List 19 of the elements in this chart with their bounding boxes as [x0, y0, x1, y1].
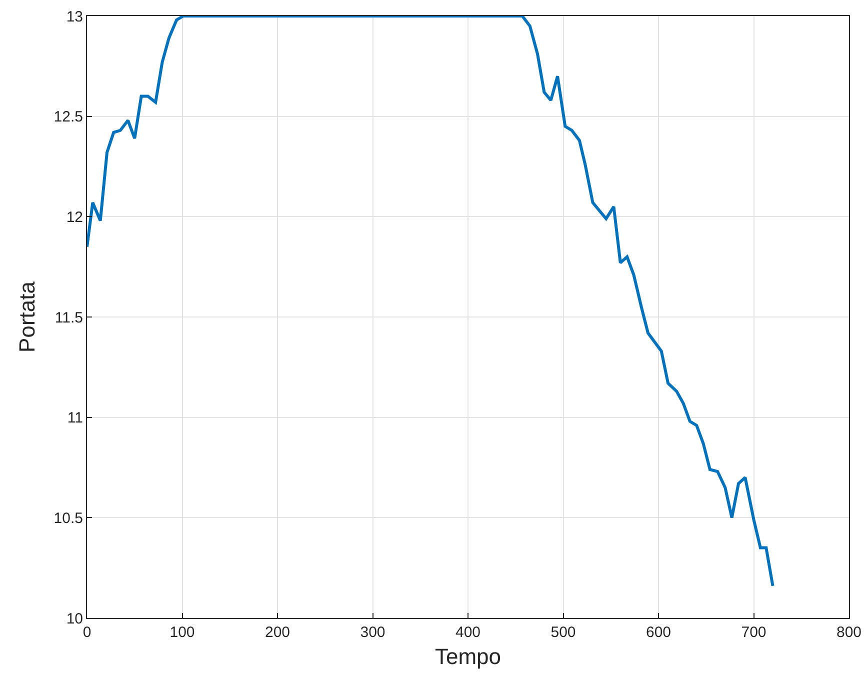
- x-tick-label: 700: [741, 624, 766, 641]
- y-tick-label: 12: [66, 208, 83, 226]
- x-tick-label: 800: [836, 624, 862, 641]
- y-tick-label: 12.5: [54, 108, 83, 126]
- y-axis-title: Portata: [14, 280, 40, 352]
- y-tick-label: 13: [66, 8, 83, 26]
- line-series: [87, 16, 774, 588]
- x-tick-label: 500: [550, 624, 576, 641]
- y-tick-label: 11: [67, 410, 83, 427]
- y-tick-label: 10: [66, 610, 83, 628]
- x-tick-label: 300: [360, 624, 386, 641]
- y-tick-label: 10.5: [54, 510, 83, 527]
- x-tick-label: 600: [646, 624, 672, 641]
- x-tick-label: 200: [264, 624, 290, 641]
- x-tick-label: 400: [455, 624, 481, 641]
- y-tick-label: 11.5: [54, 309, 83, 326]
- x-tick-label: 100: [170, 624, 195, 641]
- x-tick-label: 0: [82, 624, 92, 641]
- x-axis-title: Tempo: [434, 644, 502, 669]
